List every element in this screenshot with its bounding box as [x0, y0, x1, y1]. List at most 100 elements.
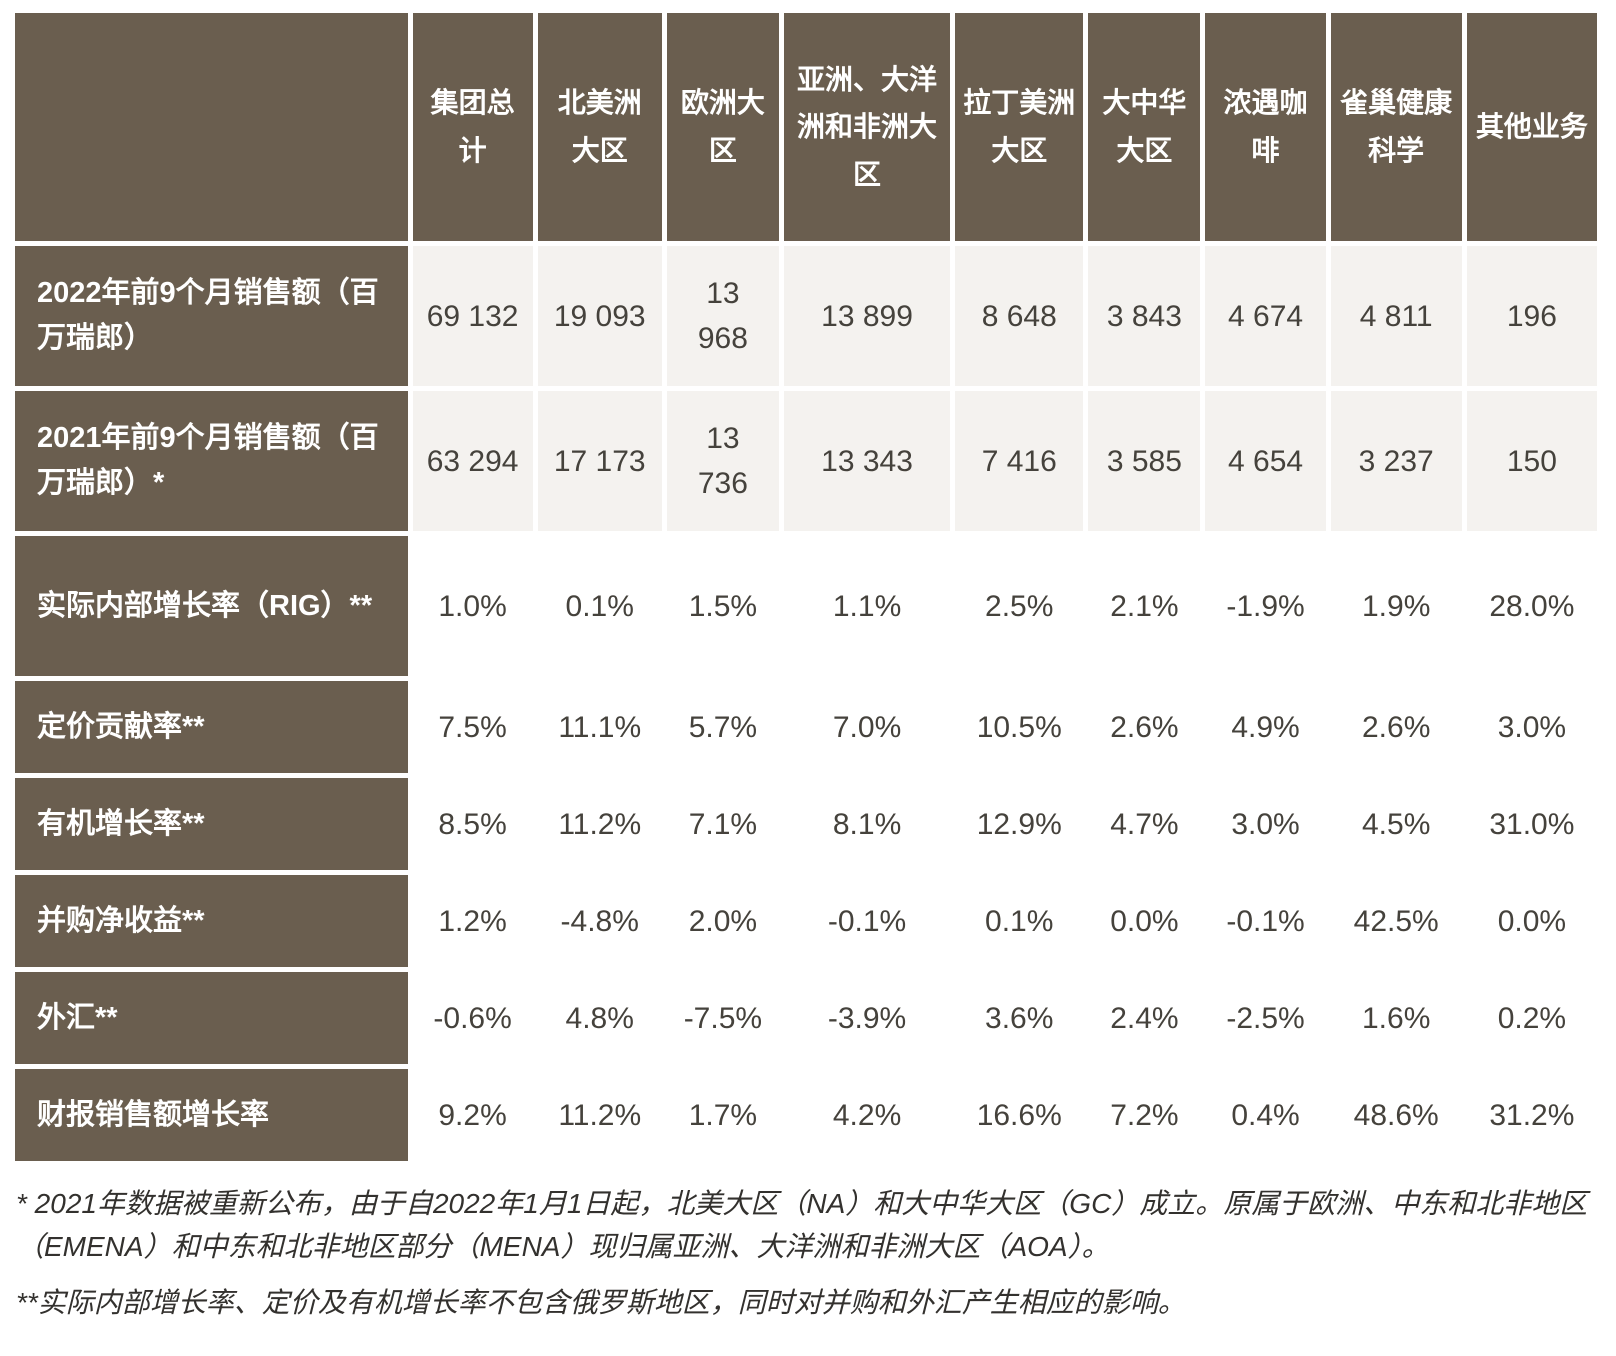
table-cell: 0.1% — [955, 875, 1084, 967]
table-cell: 1.7% — [666, 1069, 779, 1161]
row-organic-growth: 有机增长率** 8.5% 11.2% 7.1% 8.1% 12.9% 4.7% … — [15, 778, 1597, 870]
table-cell: 19 093 — [537, 246, 662, 386]
table-cell: 1.0% — [412, 536, 533, 676]
header-row: 集团总计 北美洲大区 欧洲大区 亚洲、大洋洲和非洲大区 拉丁美洲大区 大中华大区… — [15, 13, 1597, 241]
table-cell: 1.2% — [412, 875, 533, 967]
footnote-russia-exclusion: **实际内部增长率、定价及有机增长率不包含俄罗斯地区，同时对并购和外汇产生相应的… — [16, 1286, 1186, 1318]
table-cell: 196 — [1466, 246, 1597, 386]
table-cell: 11.2% — [537, 778, 662, 870]
table-cell: 4.7% — [1088, 778, 1201, 870]
table-cell: 1.1% — [783, 536, 951, 676]
table-cell: 63 294 — [412, 391, 533, 531]
row-label: 有机增长率** — [15, 778, 408, 870]
table-cell: 12.9% — [955, 778, 1084, 870]
financial-results-table: 集团总计 北美洲大区 欧洲大区 亚洲、大洋洲和非洲大区 拉丁美洲大区 大中华大区… — [10, 8, 1602, 1166]
table-cell: 1.5% — [666, 536, 779, 676]
table-cell: -3.9% — [783, 972, 951, 1064]
table-cell: 31.0% — [1466, 778, 1597, 870]
row-label: 财报销售额增长率 — [15, 1069, 408, 1161]
table-cell: -0.1% — [1205, 875, 1326, 967]
table-cell: 17 173 — [537, 391, 662, 531]
table-cell: 10.5% — [955, 681, 1084, 773]
table-cell: -1.9% — [1205, 536, 1326, 676]
table-cell: 4 811 — [1330, 246, 1462, 386]
table-cell: -0.6% — [412, 972, 533, 1064]
row-label: 外汇** — [15, 972, 408, 1064]
table-cell: 3.0% — [1466, 681, 1597, 773]
row-reported-sales-growth: 财报销售额增长率 9.2% 11.2% 1.7% 4.2% 16.6% 7.2%… — [15, 1069, 1597, 1161]
table-cell: 3.0% — [1205, 778, 1326, 870]
table-cell: 16.6% — [955, 1069, 1084, 1161]
column-header-north-america: 北美洲大区 — [537, 13, 662, 241]
table-cell: 42.5% — [1330, 875, 1462, 967]
table-cell: 28.0% — [1466, 536, 1597, 676]
table-cell: 2.6% — [1088, 681, 1201, 773]
table-cell: 2.0% — [666, 875, 779, 967]
column-header-other-businesses: 其他业务 — [1466, 13, 1597, 241]
table-cell: 69 132 — [412, 246, 533, 386]
footnotes: * 2021年数据被重新公布，由于自2022年1月1日起，北美大区（NA）和大中… — [10, 1182, 1604, 1324]
table-cell: 0.0% — [1088, 875, 1201, 967]
row-label: 定价贡献率** — [15, 681, 408, 773]
row-rig: 实际内部增长率（RIG）** 1.0% 0.1% 1.5% 1.1% 2.5% … — [15, 536, 1597, 676]
table-cell: 5.7% — [666, 681, 779, 773]
row-sales-2021: 2021年前9个月销售额（百万瑞郎）* 63 294 17 173 13 736… — [15, 391, 1597, 531]
table-cell: 2.1% — [1088, 536, 1201, 676]
table-cell: 3 585 — [1088, 391, 1201, 531]
column-header-aoa: 亚洲、大洋洲和非洲大区 — [783, 13, 951, 241]
table-cell: 7 416 — [955, 391, 1084, 531]
row-label: 实际内部增长率（RIG）** — [15, 536, 408, 676]
row-label: 2021年前9个月销售额（百万瑞郎）* — [15, 391, 408, 531]
table-cell: 31.2% — [1466, 1069, 1597, 1161]
table-cell: 11.2% — [537, 1069, 662, 1161]
table-cell: 1.6% — [1330, 972, 1462, 1064]
table-cell: 13 343 — [783, 391, 951, 531]
table-cell: 1.9% — [1330, 536, 1462, 676]
footnote-restatement: * 2021年数据被重新公布，由于自2022年1月1日起，北美大区（NA）和大中… — [16, 1188, 1588, 1263]
table-cell: 2.4% — [1088, 972, 1201, 1064]
table-cell: 0.1% — [537, 536, 662, 676]
table-cell: 0.0% — [1466, 875, 1597, 967]
table-cell: 4.9% — [1205, 681, 1326, 773]
table-cell: 2.6% — [1330, 681, 1462, 773]
table-cell: -4.8% — [537, 875, 662, 967]
table-cell: 0.4% — [1205, 1069, 1326, 1161]
table-cell: 4.5% — [1330, 778, 1462, 870]
table-cell: 7.0% — [783, 681, 951, 773]
table-cell: 13 968 — [666, 246, 779, 386]
table-cell: 11.1% — [537, 681, 662, 773]
column-header-greater-china: 大中华大区 — [1088, 13, 1201, 241]
column-header-nestle-health-science: 雀巢健康科学 — [1330, 13, 1462, 241]
table-cell: -2.5% — [1205, 972, 1326, 1064]
table-cell: 4.8% — [537, 972, 662, 1064]
column-header-latin-america: 拉丁美洲大区 — [955, 13, 1084, 241]
column-header-group-total: 集团总计 — [412, 13, 533, 241]
table-cell: 0.2% — [1466, 972, 1597, 1064]
table-cell: 3.6% — [955, 972, 1084, 1064]
table-cell: 3 237 — [1330, 391, 1462, 531]
row-label: 并购净收益** — [15, 875, 408, 967]
row-label: 2022年前9个月销售额（百万瑞郎） — [15, 246, 408, 386]
table-cell: 7.5% — [412, 681, 533, 773]
table-cell: 3 843 — [1088, 246, 1201, 386]
table-cell: 13 736 — [666, 391, 779, 531]
table-cell: -0.1% — [783, 875, 951, 967]
row-sales-2022: 2022年前9个月销售额（百万瑞郎） 69 132 19 093 13 968 … — [15, 246, 1597, 386]
table-cell: 8 648 — [955, 246, 1084, 386]
table-cell: 8.1% — [783, 778, 951, 870]
column-header-nespresso: 浓遇咖啡 — [1205, 13, 1326, 241]
row-forex: 外汇** -0.6% 4.8% -7.5% -3.9% 3.6% 2.4% -2… — [15, 972, 1597, 1064]
table-cell: 48.6% — [1330, 1069, 1462, 1161]
row-pricing: 定价贡献率** 7.5% 11.1% 5.7% 7.0% 10.5% 2.6% … — [15, 681, 1597, 773]
table-cell: 4 654 — [1205, 391, 1326, 531]
table-cell: 7.2% — [1088, 1069, 1201, 1161]
table-cell: 8.5% — [412, 778, 533, 870]
table-cell: 9.2% — [412, 1069, 533, 1161]
table-cell: 4 674 — [1205, 246, 1326, 386]
table-cell: 150 — [1466, 391, 1597, 531]
table-cell: 7.1% — [666, 778, 779, 870]
corner-cell — [15, 13, 408, 241]
row-net-ma: 并购净收益** 1.2% -4.8% 2.0% -0.1% 0.1% 0.0% … — [15, 875, 1597, 967]
column-header-europe: 欧洲大区 — [666, 13, 779, 241]
